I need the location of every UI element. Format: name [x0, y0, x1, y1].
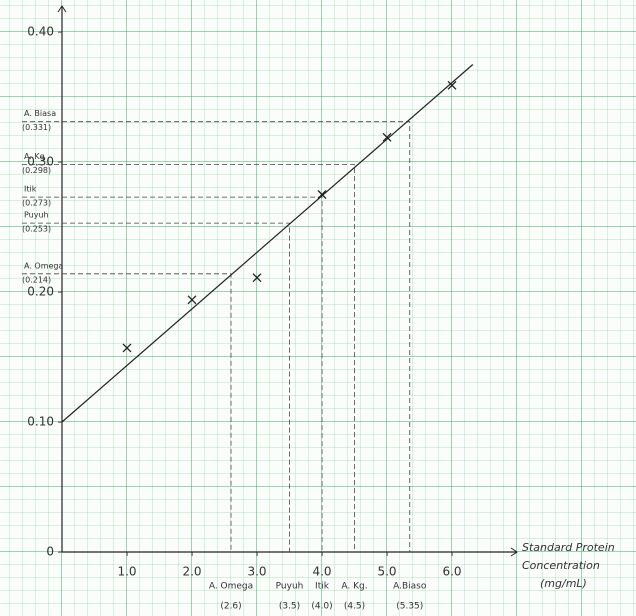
- sample-x-value: (3.5): [279, 602, 300, 612]
- fit-line: [61, 64, 474, 423]
- x-tick-label: 3.0: [247, 565, 266, 579]
- sample-y-value: (0.273): [22, 199, 51, 208]
- sample-x-name: A.Biaso: [393, 582, 427, 592]
- sample-x-name: A. Omega: [209, 582, 253, 592]
- y-tick-label: 0.20: [27, 285, 54, 299]
- sample-x-name: Puyuh: [276, 582, 304, 592]
- sample-y-value: (0.214): [22, 275, 51, 284]
- data-point: [252, 273, 262, 283]
- x-tick-label: 5.0: [377, 565, 396, 579]
- sample-guide: [22, 121, 411, 552]
- sample-y-value: (0.331): [22, 123, 51, 132]
- data-point: [447, 80, 457, 90]
- data-point: [317, 190, 327, 199]
- sample-y-name: A. Omega: [24, 261, 64, 270]
- x-axis-arrow: [510, 547, 518, 557]
- sample-y-value: (0.298): [22, 166, 51, 175]
- sample-guide: [22, 273, 232, 552]
- plot: 00.100.200.300.401.0 2.0 3.0 4.0 5.0 6.0Stand…: [22, 5, 615, 612]
- x-axis-label: (mg/mL): [540, 577, 587, 590]
- y-axis-arrow: [57, 5, 67, 13]
- sample-guide: [22, 222, 290, 552]
- sample-y-name: Puyuh: [24, 211, 49, 220]
- sample-guide: [22, 164, 355, 552]
- y-tick-label: 0.40: [27, 25, 54, 39]
- sample-y-value: (0.253): [22, 225, 51, 234]
- sample-y-name: Itik: [24, 185, 37, 194]
- x-tick-label: 4.0: [312, 565, 331, 579]
- data-point: [382, 132, 392, 142]
- sample-x-value: (4.0): [311, 602, 332, 612]
- sample-x-value: (4.5): [344, 602, 365, 612]
- sample-x-name: Itik: [315, 582, 330, 592]
- x-axis-label: Concentration: [522, 559, 600, 572]
- x-tick-label: 2.0: [182, 565, 201, 579]
- x-tick-label: 1.0: [117, 565, 136, 579]
- data-point: [122, 343, 132, 353]
- x-tick-label: 6.0: [442, 565, 461, 579]
- sample-guide: [22, 196, 323, 552]
- sample-y-name: A. Biasa: [24, 109, 56, 118]
- sample-y-name: A. Kg: [24, 152, 45, 161]
- sample-x-value: (2.6): [220, 602, 241, 612]
- sample-x-value: (5.35): [396, 602, 423, 612]
- x-axis-label: Standard Protein: [522, 541, 615, 554]
- y-tick-label: 0: [46, 545, 54, 559]
- data-point: [187, 295, 197, 305]
- sample-x-name: A. Kg.: [341, 582, 367, 592]
- y-tick-label: 0.10: [27, 415, 54, 429]
